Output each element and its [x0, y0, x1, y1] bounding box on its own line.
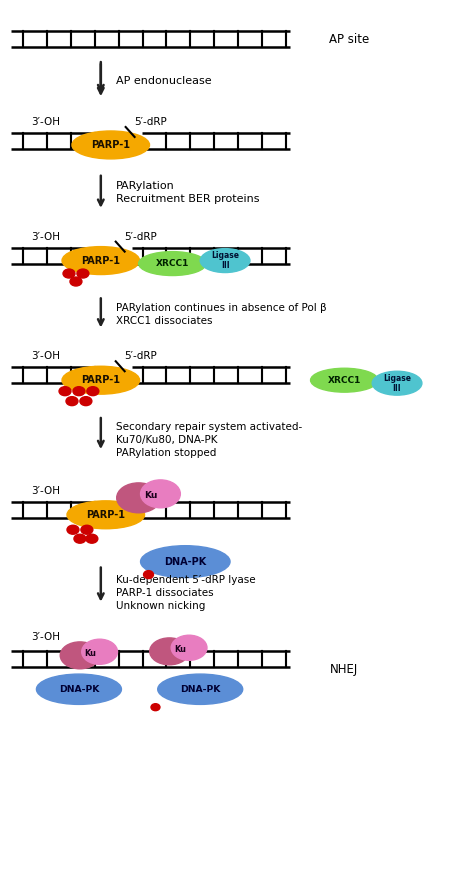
Ellipse shape: [150, 638, 189, 664]
Ellipse shape: [62, 366, 139, 394]
Text: XRCC1 dissociates: XRCC1 dissociates: [116, 316, 212, 326]
Ellipse shape: [36, 674, 121, 705]
Ellipse shape: [70, 277, 82, 286]
Text: 3′-OH: 3′-OH: [31, 231, 60, 242]
Text: 5′-dRP: 5′-dRP: [125, 351, 157, 362]
Text: Ku70/Ku80, DNA-PK: Ku70/Ku80, DNA-PK: [116, 435, 217, 445]
Text: 3′-OH: 3′-OH: [31, 632, 60, 642]
Text: Ligase
III: Ligase III: [383, 374, 411, 393]
Ellipse shape: [59, 387, 71, 396]
Text: 3′-OH: 3′-OH: [31, 486, 60, 496]
Text: Ku-dependent 5′-dRP lyase: Ku-dependent 5′-dRP lyase: [116, 574, 255, 585]
Text: 3′-OH: 3′-OH: [31, 351, 60, 362]
Ellipse shape: [86, 534, 98, 543]
Text: PARylation continues in absence of Pol β: PARylation continues in absence of Pol β: [116, 304, 326, 313]
Ellipse shape: [60, 642, 100, 669]
Text: PARP-1 dissociates: PARP-1 dissociates: [116, 588, 213, 597]
Ellipse shape: [77, 269, 89, 278]
Text: XRCC1: XRCC1: [328, 376, 361, 385]
Ellipse shape: [141, 546, 230, 578]
Ellipse shape: [66, 396, 78, 405]
Ellipse shape: [81, 525, 93, 534]
Ellipse shape: [200, 248, 250, 272]
Ellipse shape: [72, 131, 149, 159]
Ellipse shape: [74, 534, 86, 543]
Ellipse shape: [62, 246, 139, 274]
Text: 5′-dRP: 5′-dRP: [135, 117, 167, 127]
Text: AP endonuclease: AP endonuclease: [116, 76, 211, 86]
Ellipse shape: [372, 371, 422, 396]
Ellipse shape: [117, 483, 161, 513]
Text: Ku: Ku: [174, 645, 186, 654]
Ellipse shape: [310, 368, 378, 392]
Text: PARylation: PARylation: [116, 180, 174, 191]
Text: DNA-PK: DNA-PK: [59, 685, 99, 694]
Ellipse shape: [73, 387, 85, 396]
Text: Ku: Ku: [85, 649, 97, 658]
Text: PARP-1: PARP-1: [82, 375, 120, 385]
Text: NHEJ: NHEJ: [329, 663, 358, 676]
Ellipse shape: [151, 704, 160, 711]
Text: 5′-dRP: 5′-dRP: [125, 486, 157, 496]
Ellipse shape: [144, 571, 154, 579]
Text: PARylation stopped: PARylation stopped: [116, 448, 216, 458]
Text: PARP-1: PARP-1: [82, 255, 120, 265]
Text: Unknown nicking: Unknown nicking: [116, 600, 205, 611]
Ellipse shape: [80, 396, 92, 405]
Text: AP site: AP site: [329, 33, 370, 46]
Ellipse shape: [171, 635, 207, 660]
Text: DNA-PK: DNA-PK: [164, 556, 207, 567]
Text: PARP-1: PARP-1: [86, 510, 125, 520]
Ellipse shape: [82, 639, 118, 664]
Ellipse shape: [87, 387, 99, 396]
Ellipse shape: [67, 525, 79, 534]
Text: DNA-PK: DNA-PK: [180, 685, 220, 694]
Text: 3′-OH: 3′-OH: [31, 117, 60, 127]
Ellipse shape: [158, 674, 243, 705]
Ellipse shape: [63, 269, 75, 278]
Text: Ku: Ku: [144, 491, 157, 500]
Ellipse shape: [138, 252, 206, 276]
Text: Secondary repair system activated-: Secondary repair system activated-: [116, 422, 302, 432]
Ellipse shape: [141, 480, 180, 508]
Text: 5′-dRP: 5′-dRP: [125, 231, 157, 242]
Text: PARP-1: PARP-1: [91, 140, 130, 150]
Text: XRCC1: XRCC1: [155, 259, 189, 268]
Ellipse shape: [67, 501, 145, 529]
Text: Recruitment BER proteins: Recruitment BER proteins: [116, 194, 259, 204]
Text: Ligase
III: Ligase III: [211, 251, 239, 270]
